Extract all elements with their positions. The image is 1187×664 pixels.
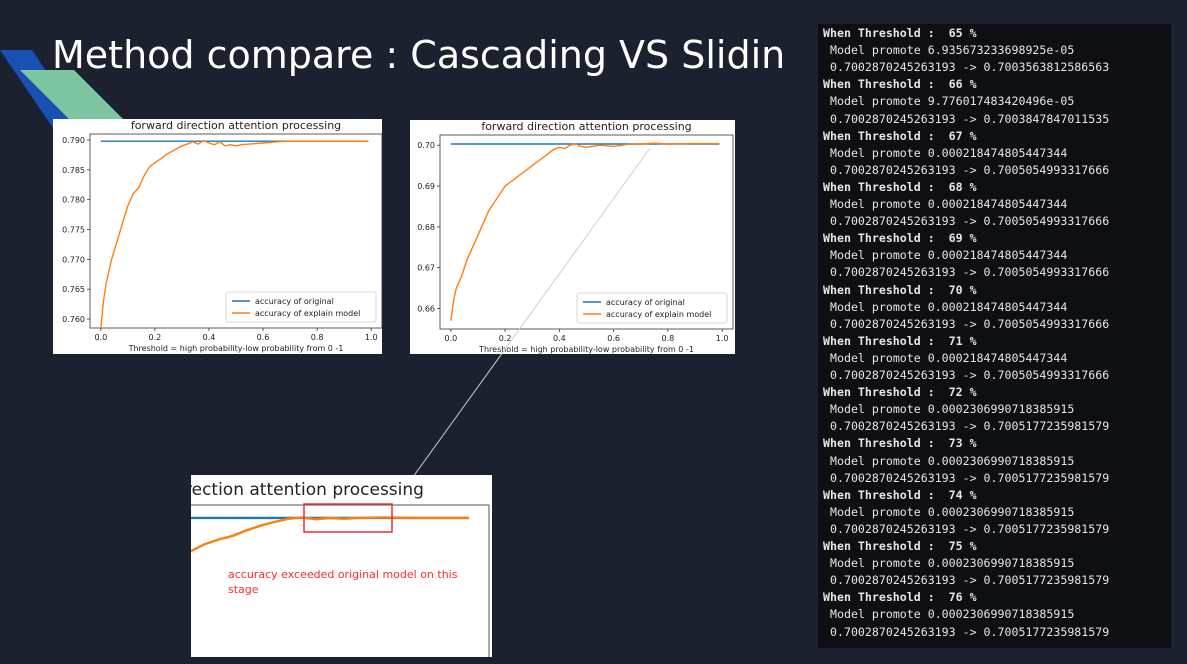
legend-box [225,291,377,323]
slide-title: Method compare : Cascading VS Slidin [52,33,786,77]
y-tick-label: 0.66 [417,305,435,314]
highlight-box [303,503,393,533]
x-tick-label: 1.0 [716,334,729,343]
x-tick-label: 0.4 [203,333,216,342]
x-tick-label: 0.0 [444,334,457,343]
y-tick-label: 0.780 [62,196,85,205]
terminal-accuracy-line: 0.7002870245263193 -> 0.7005054993317666 [830,265,1110,280]
stripe-light [20,70,124,120]
x-axis-label: Threshold = high probability-low probabi… [478,345,694,354]
terminal-promote-line: Model promote 0.000218474805447344 [830,197,1068,211]
x-tick-label: 0.8 [662,334,675,343]
zoom-inset: rection attention processing accuracy ex… [191,475,492,657]
y-tick-label: 0.785 [62,166,85,175]
x-tick-label: 0.8 [311,333,324,342]
terminal-promote-line: Model promote 0.000218474805447344 [830,350,1068,365]
terminal-threshold-line: When Threshold : 74 % [823,487,977,502]
terminal-threshold-line: When Threshold : 67 % [823,128,977,143]
chart-title: forward direction attention processing [481,120,691,133]
chart-2: forward direction attention processing 0.… [410,120,735,354]
y-tick-label: 0.790 [62,136,85,145]
y-tick-label: 0.765 [62,285,85,294]
zoom-note: accuracy exceeded original model on this… [228,568,458,596]
terminal-promote-line: Model promote 0.0002306990718385915 [830,402,1075,417]
terminal-threshold-line: When Threshold : 65 % [823,26,977,40]
terminal-accuracy-line: 0.7002870245263193 -> 0.7005054993317666 [830,214,1110,229]
terminal-promote-line: Model promote 9.776017483420496e-05 [830,94,1075,109]
x-tick-label: 0.6 [257,333,270,342]
x-axis-label: Threshold = high probability-low probabi… [128,344,344,353]
terminal-threshold-line: When Threshold : 70 % [823,282,977,297]
chart-1: forward direction attention processing 0.… [53,119,382,354]
x-tick-label: 1.0 [365,333,378,342]
x-tick-label: 0.4 [553,334,566,343]
terminal-promote-line: Model promote 6.935673233698925e-05 [830,43,1075,58]
terminal-accuracy-line: 0.7002870245263193 -> 0.7005054993317666 [830,368,1110,382]
zoom-svg [191,503,490,657]
terminal-promote-line: Model promote 0.000218474805447344 [830,299,1068,314]
terminal-promote-line: Model promote 0.0002306990718385915 [830,453,1075,468]
terminal-accuracy-line: 0.7002870245263193 -> 0.7005054993317666 [830,162,1110,177]
x-tick-label: 0.2 [499,334,512,343]
x-tick-label: 0.6 [607,334,620,343]
terminal-accuracy-line: 0.7002870245263193 -> 0.7005177235981579 [830,573,1110,588]
terminal-promote-line: Model promote 0.000218474805447344 [830,145,1068,160]
terminal-accuracy-line: 0.7002870245263193 -> 0.7005054993317666 [830,316,1110,331]
legend-label: accuracy of original [255,297,334,306]
y-tick-label: 0.69 [417,182,435,191]
terminal-output: When Threshold : 65 % Model promote 6.935… [818,24,1171,648]
terminal-threshold-line: When Threshold : 75 % [823,539,977,553]
plot-frame [89,133,382,329]
x-tick-label: 0.2 [149,333,162,342]
legend-label: accuracy of explain model [255,309,360,318]
y-tick-label: 0.70 [417,141,435,150]
terminal-threshold-line: When Threshold : 76 % [823,590,977,605]
terminal-accuracy-line: 0.7002870245263193 -> 0.7005177235981579 [830,470,1110,485]
y-tick-label: 0.68 [417,223,435,232]
y-tick-label: 0.775 [62,226,85,235]
terminal-threshold-line: When Threshold : 69 % [823,231,977,246]
terminal-promote-line: Model promote 0.0002306990718385915 [830,504,1075,519]
terminal-promote-line: Model promote 0.0002306990718385915 [830,556,1075,571]
chart-title: forward direction attention processing [131,119,341,132]
terminal-threshold-line: When Threshold : 68 % [823,179,977,194]
terminal-promote-line: Model promote 0.0002306990718385915 [830,607,1075,622]
terminal-threshold-line: When Threshold : 71 % [823,333,977,348]
terminal-threshold-line: When Threshold : 66 % [823,77,977,92]
terminal-accuracy-line: 0.7002870245263193 -> 0.7005177235981579 [830,521,1110,536]
terminal-threshold-line: When Threshold : 72 % [823,385,977,400]
x-tick-label: 0.0 [94,333,107,342]
terminal-threshold-line: When Threshold : 73 % [823,436,977,451]
y-tick-label: 0.770 [62,255,85,264]
terminal-accuracy-line: 0.7002870245263193 -> 0.7005177235981579 [830,624,1110,639]
zoom-title: rection attention processing [191,480,424,500]
y-tick-label: 0.760 [62,315,85,324]
y-tick-label: 0.67 [417,264,435,273]
terminal-promote-line: Model promote 0.000218474805447344 [830,248,1068,263]
zoom-series-explain-model [191,516,469,553]
legend-label: accuracy of explain model [606,310,711,319]
terminal-accuracy-line: 0.7002870245263193 -> 0.7003847847011535 [830,111,1110,126]
series-line-explain-model [100,139,369,329]
terminal-accuracy-line: 0.7002870245263193 -> 0.7003563812586563 [830,60,1110,75]
chart-1-svg: forward direction attention processing 0.… [62,119,382,353]
legend-label: accuracy of original [606,298,685,307]
chart-2-svg: forward direction attention processing 0.… [417,120,734,354]
terminal-accuracy-line: 0.7002870245263193 -> 0.7005177235981579 [830,419,1110,434]
